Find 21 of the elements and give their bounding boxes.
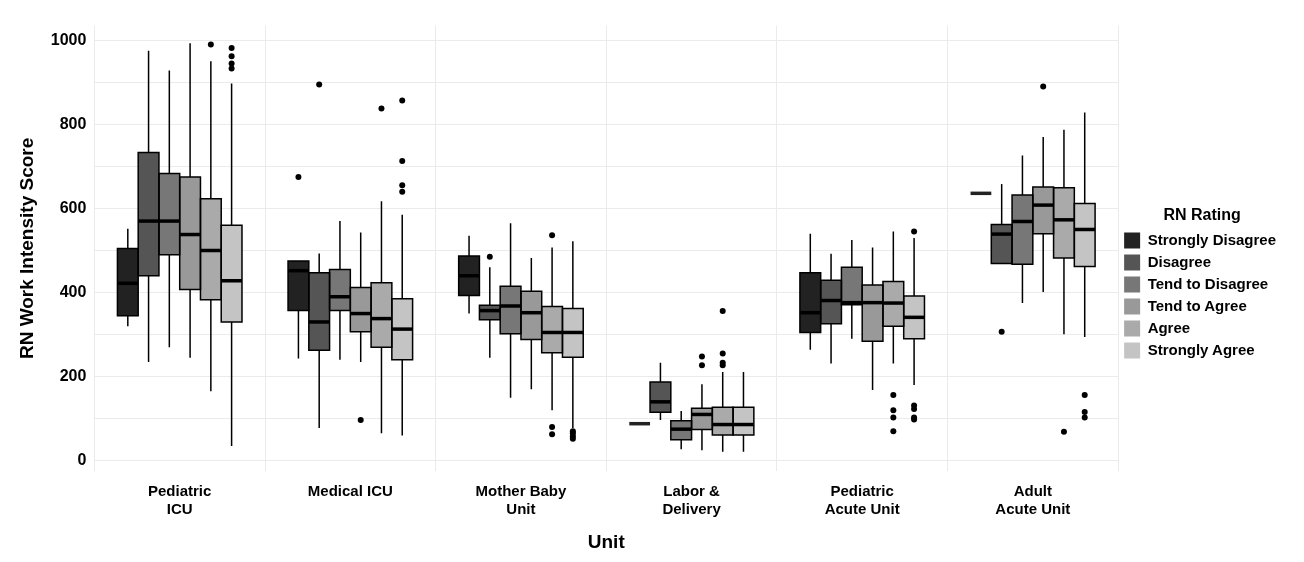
legend-label: Disagree: [1147, 252, 1211, 270]
y-tick-label: 1000: [50, 30, 87, 48]
legend-label: Agree: [1147, 318, 1191, 336]
legend-label: Tend to Disagree: [1147, 274, 1269, 292]
y-axis-title: RN Work Intensity Score: [15, 137, 37, 360]
x-tick-label: Labor & Delivery: [662, 482, 722, 518]
legend-label: Strongly Disagree: [1147, 230, 1276, 248]
x-tick-label: Adult Acute Unit: [995, 482, 1071, 518]
y-tick-label: 600: [59, 198, 87, 216]
y-tick-label: 200: [59, 367, 87, 385]
y-tick-label: 0: [77, 451, 87, 469]
x-axis-title: Unit: [587, 530, 626, 552]
x-tick-label: Mother Baby Unit: [475, 482, 568, 518]
x-tick-label: Pediatric Acute Unit: [824, 482, 900, 518]
x-tick-label: Pediatric ICU: [148, 482, 212, 518]
legend-label: Strongly Agree: [1147, 340, 1255, 358]
legend-title: RN Rating: [1163, 205, 1241, 223]
x-tick-label: Medical ICU: [307, 482, 393, 500]
y-tick-label: 400: [59, 282, 87, 300]
legend-label: Tend to Agree: [1147, 296, 1247, 314]
y-tick-label: 800: [59, 114, 87, 132]
